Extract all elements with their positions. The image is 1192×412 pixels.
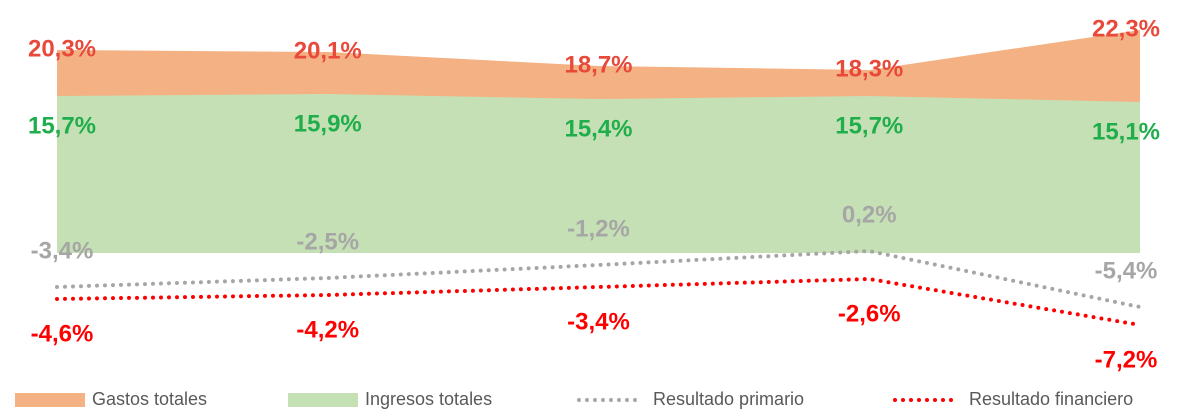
data-label: 15,7% [835, 112, 903, 139]
legend-label: Resultado financiero [969, 389, 1133, 409]
data-label: 15,7% [28, 112, 96, 139]
data-label: 0,2% [842, 201, 897, 228]
area [57, 94, 1140, 253]
data-label: 18,7% [564, 51, 632, 78]
data-label: -5,4% [1095, 257, 1158, 284]
legend-label: Ingresos totales [365, 389, 492, 409]
data-label: 18,3% [835, 55, 903, 82]
legend-label: Gastos totales [92, 389, 207, 409]
data-label: -3,4% [31, 237, 94, 264]
dotted-line [55, 276, 1142, 327]
dotted-line [55, 248, 1142, 309]
legend-swatch [15, 393, 85, 407]
data-label: 22,3% [1092, 15, 1160, 42]
data-label: -2,5% [296, 228, 359, 255]
data-label: -3,4% [567, 308, 630, 335]
data-label: -2,6% [838, 300, 901, 327]
data-label: -7,2% [1095, 346, 1158, 373]
data-label: -4,6% [31, 320, 94, 347]
data-label: 15,1% [1092, 118, 1160, 145]
data-label: -4,2% [296, 316, 359, 343]
legend-swatch [288, 393, 358, 407]
data-label: -1,2% [567, 215, 630, 242]
data-label: 20,1% [294, 37, 362, 64]
data-label: 20,3% [28, 35, 96, 62]
data-label: 15,9% [294, 110, 362, 137]
data-label: 15,4% [564, 115, 632, 142]
legend-label: Resultado primario [653, 389, 804, 409]
legend: Gastos totales Ingresos totales Resultado … [15, 389, 1133, 409]
